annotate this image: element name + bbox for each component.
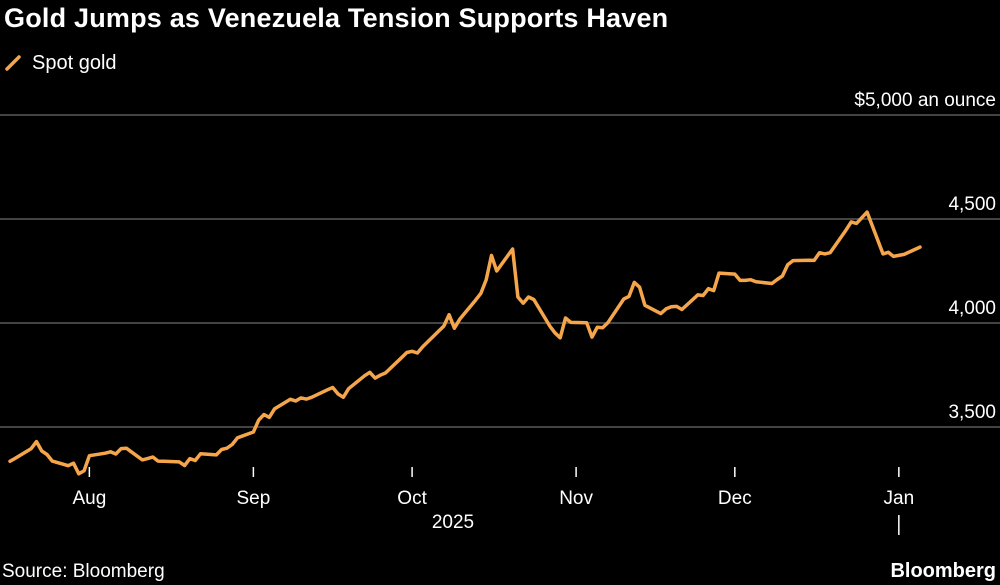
legend: Spot gold (4, 50, 117, 76)
y-tick-label: $5,000 an ounce (854, 90, 996, 111)
x-tick-label: Nov (559, 488, 593, 509)
y-tick-label: 3,500 (948, 402, 996, 423)
y-tick-label: 4,500 (948, 194, 996, 215)
series-line-spot-gold (8, 210, 922, 476)
legend-label: Spot gold (32, 51, 117, 74)
source-note: Source: Bloomberg (2, 561, 165, 582)
brand-logo: Bloomberg (890, 560, 996, 582)
x-tick-label: Sep (236, 488, 270, 509)
x-tick-label: Dec (718, 488, 752, 509)
x-tick-label: Jan (884, 488, 915, 509)
legend-swatch-icon (5, 55, 21, 71)
chart-title: Gold Jumps as Venezuela Tension Supports… (4, 3, 669, 33)
x-tick-label: Oct (397, 488, 427, 509)
year-label: 2025 (432, 512, 474, 533)
y-tick-label: 4,000 (948, 298, 996, 319)
x-tick-label: Aug (72, 488, 106, 509)
